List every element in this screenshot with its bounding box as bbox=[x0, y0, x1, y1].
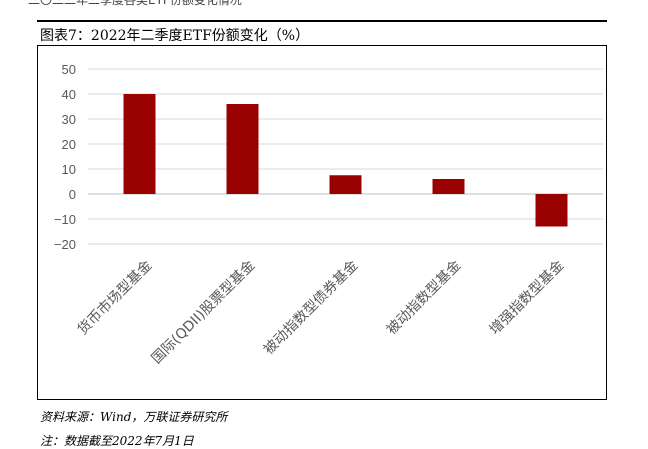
bar bbox=[535, 194, 568, 227]
y-tick-label: −10 bbox=[54, 212, 76, 227]
y-tick-label: 0 bbox=[69, 187, 76, 202]
bar bbox=[123, 94, 156, 194]
data-date-note: 注：数据截至2022年7月1日 bbox=[40, 434, 194, 448]
y-tick-label: 30 bbox=[62, 112, 76, 127]
source-note: 资料来源：Wind，万联证券研究所 bbox=[40, 410, 228, 424]
y-tick-label: −20 bbox=[54, 237, 76, 252]
chart-title: 图表7：2022年二季度ETF份额变化（%） bbox=[40, 28, 310, 44]
y-tick-label: 10 bbox=[62, 162, 76, 177]
cropped-header-strip: 二〇二二年二季度各类ETF份额变化情况 bbox=[0, 0, 648, 8]
frame-top-rule bbox=[37, 20, 607, 22]
y-tick-label: 50 bbox=[62, 62, 76, 77]
x-tick-label: 增强指数型基金 bbox=[486, 257, 567, 338]
bar bbox=[432, 179, 465, 194]
x-tick-label: 被动指数型基金 bbox=[383, 257, 464, 338]
x-tick-label: 国际(QDII)股票型基金 bbox=[148, 257, 258, 367]
cropped-header-text: 二〇二二年二季度各类ETF份额变化情况 bbox=[28, 0, 242, 7]
y-tick-label: 40 bbox=[62, 87, 76, 102]
bar bbox=[226, 104, 259, 194]
x-tick-label: 被动指数型债券基金 bbox=[260, 257, 361, 358]
frame-title-rule bbox=[37, 45, 607, 46]
frame-right-border bbox=[606, 45, 607, 399]
x-tick-label: 货币市场型基金 bbox=[74, 257, 155, 338]
y-tick-label: 20 bbox=[62, 137, 76, 152]
frame-bottom-border bbox=[37, 399, 607, 400]
frame-left-border bbox=[37, 45, 38, 399]
bar bbox=[329, 175, 362, 194]
